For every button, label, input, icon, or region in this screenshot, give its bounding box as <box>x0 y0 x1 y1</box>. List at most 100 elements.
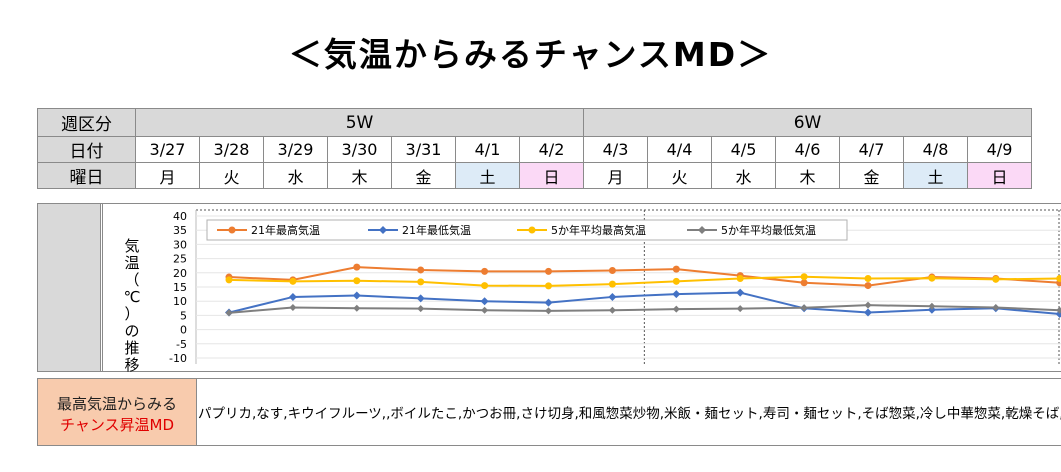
series-point <box>480 297 489 306</box>
y-axis-label-char: （ <box>124 271 140 289</box>
series-point <box>289 303 297 311</box>
y-tick-label: 10 <box>173 295 187 308</box>
y-axis-label-char: 移 <box>124 356 140 374</box>
md-label: 最高気温からみる チャンス昇温MD <box>37 379 197 445</box>
series-point <box>353 277 361 285</box>
series-point <box>928 302 936 310</box>
y-axis-label-char: 温 <box>124 254 140 272</box>
series-point <box>1056 306 1061 314</box>
series-point <box>864 301 872 309</box>
date-cell: 3/27 <box>135 136 200 163</box>
date-cell: 4/4 <box>647 136 712 163</box>
schedule-table: 週区分 5W 6W 日付 3/27 3/28 3/29 3/30 3/31 4/… <box>37 108 1032 189</box>
date-header-label: 日付 <box>37 136 136 163</box>
legend-label: 21年最低気温 <box>402 223 471 237</box>
series-point <box>225 276 233 284</box>
day-cell: 水 <box>263 162 328 189</box>
day-cell-saturday: 土 <box>903 162 968 189</box>
day-row: 曜日 月 火 水 木 金 土 日 月 火 水 木 金 土 日 <box>37 162 1032 189</box>
y-axis-label-char: ℃ <box>123 288 141 306</box>
series-point <box>672 277 680 285</box>
series-point <box>800 273 808 281</box>
series-point <box>481 282 489 290</box>
legend-label: 5か年平均最高気温 <box>551 223 646 237</box>
series-point <box>736 274 744 282</box>
day-cell: 木 <box>327 162 392 189</box>
series-point <box>416 294 425 303</box>
date-cell: 3/30 <box>327 136 392 163</box>
series-point <box>608 280 616 288</box>
y-tick-label: 35 <box>173 224 187 237</box>
day-cell: 金 <box>839 162 904 189</box>
day-header-label: 曜日 <box>37 162 136 189</box>
series-line <box>228 275 1060 287</box>
md-label-line1: 最高気温からみる <box>56 395 177 413</box>
day-cell: 金 <box>391 162 456 189</box>
legend-label: 5か年平均最低気温 <box>721 223 816 237</box>
day-cell-sunday: 日 <box>967 162 1032 189</box>
series-line <box>228 304 1060 314</box>
day-cell-saturday: 土 <box>455 162 520 189</box>
series-point <box>800 279 808 287</box>
series-point <box>928 274 936 282</box>
series-point <box>545 282 552 290</box>
series-point <box>992 275 1000 283</box>
series-point <box>417 305 425 313</box>
series-point <box>608 292 617 301</box>
series-point <box>481 267 489 275</box>
date-cell: 4/9 <box>967 136 1032 163</box>
legend-swatch-marker <box>379 226 387 234</box>
legend-label: 21年最高気温 <box>251 223 320 237</box>
series-point <box>608 306 616 314</box>
chart-side-divider <box>102 204 103 371</box>
day-cell: 月 <box>135 162 200 189</box>
day-cell: 木 <box>775 162 840 189</box>
y-axis-label-char: の <box>124 322 140 340</box>
series-point <box>864 282 872 290</box>
series-point <box>1056 274 1061 282</box>
series-point <box>864 308 872 317</box>
y-axis-label-char: ） <box>124 305 140 323</box>
legend-swatch-marker <box>698 226 706 234</box>
series-point <box>288 292 297 301</box>
series-point <box>289 277 297 285</box>
y-tick-label: 25 <box>173 253 187 266</box>
series-point <box>864 274 872 282</box>
y-axis-label-char: 気 <box>124 237 140 255</box>
series-point <box>545 307 552 315</box>
date-row: 日付 3/27 3/28 3/29 3/30 3/31 4/1 4/2 4/3 … <box>37 136 1032 163</box>
y-axis-label-char: 推 <box>124 339 140 357</box>
y-axis-label: 気温（℃）の推移 <box>117 238 147 374</box>
week-header-label: 週区分 <box>37 108 136 137</box>
series-point <box>736 288 745 297</box>
date-cell: 4/2 <box>519 136 584 163</box>
y-tick-label: 40 <box>173 210 187 223</box>
day-cell: 水 <box>711 162 776 189</box>
y-tick-label: -5 <box>176 338 187 351</box>
page-title: ＜気温からみるチャンスMD＞ <box>288 35 773 74</box>
y-tick-label: 20 <box>173 267 187 280</box>
series-point <box>481 306 489 314</box>
date-cell: 3/31 <box>391 136 456 163</box>
date-cell: 4/7 <box>839 136 904 163</box>
series-point <box>417 278 425 286</box>
day-cell: 火 <box>199 162 264 189</box>
chart-side-band <box>38 204 101 371</box>
date-cell: 4/1 <box>455 136 520 163</box>
series-point <box>992 303 1000 311</box>
series-point <box>672 305 680 313</box>
date-cell: 4/3 <box>583 136 648 163</box>
y-tick-label: 0 <box>180 324 187 337</box>
day-cell-sunday: 日 <box>519 162 584 189</box>
date-cell: 3/29 <box>263 136 328 163</box>
y-tick-label: 30 <box>173 238 187 251</box>
series-point <box>353 304 361 312</box>
series-point <box>608 267 616 275</box>
series-point <box>736 305 744 313</box>
week-row: 週区分 5W 6W <box>37 108 1032 137</box>
y-tick-label: 5 <box>180 309 187 322</box>
md-section: 最高気温からみる チャンス昇温MD パプリカ,なす,キウイフルーツ,,ボイルたこ… <box>37 378 1061 446</box>
series-point <box>417 266 425 274</box>
date-cell: 4/6 <box>775 136 840 163</box>
